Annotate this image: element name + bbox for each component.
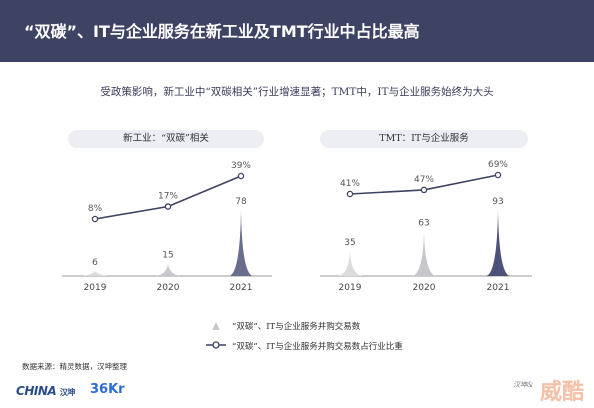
data-source-note: 数据来源：精灵数据，汉坤整理 [22, 362, 127, 371]
amount-peak-2021 [486, 210, 510, 276]
china-logo-text: HINA [24, 384, 57, 398]
header-bar: “双碳”、IT与企业服务在新工业及TMT行业中占比最高 [0, 0, 594, 62]
share-label-2019: 41% [340, 179, 360, 189]
logo-36kr: 36Kr [90, 382, 125, 397]
page-title: “双碳”、IT与企业服务在新工业及TMT行业中占比最高 [24, 22, 420, 41]
amount-peak-2021 [229, 210, 253, 276]
share-label-2019: 8% [88, 204, 103, 214]
x-tick-2020: 2020 [413, 283, 436, 293]
amount-peak-2020 [156, 263, 180, 276]
corner-mark: 汉坤& [513, 381, 534, 389]
amount-label-2020: 15 [162, 250, 173, 260]
panel-title-tmt: TMT：IT与企业服务 [320, 130, 528, 148]
x-tick-2020: 2020 [157, 283, 180, 293]
share-label-2020: 47% [414, 175, 434, 185]
share-label-2021: 69% [488, 160, 508, 170]
amount-peak-2019 [83, 270, 107, 276]
legend-amount-label: “双碳”、IT与企业服务并购交易数 [232, 322, 361, 332]
share-point-2020 [164, 203, 172, 210]
share-label-2021: 39% [231, 161, 251, 171]
china-logo: CHINA 汉坤 [16, 384, 75, 398]
share-point-2019 [91, 215, 99, 223]
share-point-2021 [237, 172, 245, 180]
share-point-2019 [346, 190, 354, 198]
panel-title-new-industry: 新工业：“双碳”相关 [68, 130, 264, 148]
amount-label-2019: 35 [344, 238, 355, 248]
x-tick-2021: 2021 [487, 283, 510, 293]
watermark: 威酷 [539, 380, 584, 405]
share-label-2020: 17% [158, 192, 178, 202]
amount-label-2019: 6 [92, 258, 98, 268]
amount-label-2021: 78 [235, 197, 247, 207]
china-logo-sub: 汉坤 [59, 388, 76, 397]
amount-label-2020: 63 [418, 218, 429, 228]
share-point-2020 [420, 186, 428, 194]
x-tick-2019: 2019 [84, 283, 107, 293]
x-tick-2021: 2021 [230, 283, 253, 293]
x-tick-2019: 2019 [339, 283, 362, 293]
legend-share-label: “双碳”、IT与企业服务并购交易数占行业比重 [232, 342, 403, 352]
amount-label-2021: 93 [492, 197, 503, 207]
legend-peak-icon [212, 322, 220, 330]
amount-peak-2019 [338, 251, 362, 276]
china-logo-prefix: C [16, 384, 25, 398]
amount-peak-2020 [412, 231, 436, 276]
page-subtitle: 受政策影响，新工业中“双碳相关”行业增速显著；TMT中，IT与企业服务始终为大头 [100, 86, 494, 98]
legend-marker-icon [212, 341, 220, 349]
share-point-2021 [494, 171, 502, 179]
